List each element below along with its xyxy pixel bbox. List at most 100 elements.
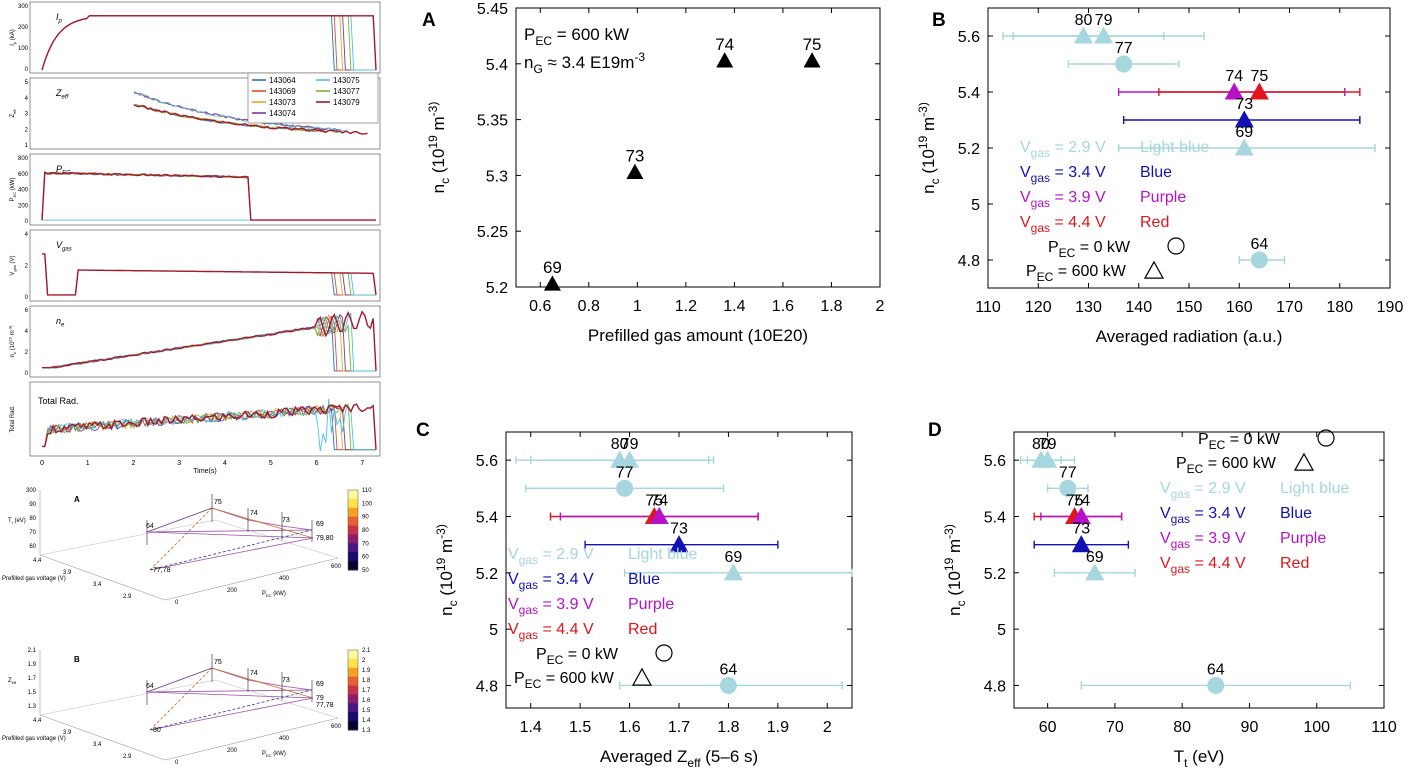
surface-line [149,667,213,731]
legend-triangle-marker [631,667,653,686]
annotation-ng: nG ≈ 3.4 E19m-3 [524,50,645,76]
x-tick: 3.4 [93,742,102,748]
x-tick-label: 1.4 [723,298,745,315]
y-tick: 400 [279,576,290,582]
mini-point-label: 64 [146,523,154,530]
z-tick: 90 [29,502,36,508]
x-tick-label: 80 [1173,719,1191,736]
y-axis-label: nc (1019 m-3) [916,102,942,194]
z-axis-label: Tt (eV) [8,518,26,525]
legend-circle-marker [1167,237,1185,255]
legend-color-name: Purple [628,596,674,613]
colorbar-segment [348,534,358,544]
legend-color-name: Light blue [1280,480,1349,497]
colorbar-tick: 2 [362,658,366,664]
surface-plot-a: A 300 90 80 70 60 Tt (eV) 4.4 3.9 3.4 2.9 Prefilled… [2,488,373,606]
colorbar-segment [348,525,358,535]
data-point [1071,535,1091,553]
colorbar-tick: 1.9 [362,668,371,674]
x-tick-label: 1.4 [520,719,542,736]
point-label: 77 [616,464,634,481]
panel-label: D [928,420,942,441]
data-point [1224,82,1244,100]
colorbar-segment [348,516,358,527]
trace-panel-1: Ip Ip (kA) 0 100 200 300 [10,1,381,74]
surface-line [149,507,213,571]
point-label: 79 [621,436,639,453]
x-tick-label: 1.9 [767,719,789,736]
panel-label: A [422,10,436,31]
legend-triangle-marker [1143,260,1165,279]
y-tick-label: 5.35 [477,113,508,130]
point-label: 75 [645,492,663,509]
point-label: 74 [1072,492,1090,509]
trace-y-tick: 4 [25,232,29,238]
x-tick-label: 0.6 [529,298,551,315]
legend-vgas: Vgas = 2.9 V [1160,480,1246,501]
trace-y-label: Ip (kA) [10,29,17,46]
colorbar-tick: 70 [362,541,369,547]
colorbar-tick: 90 [362,515,369,521]
mini-point-label: 77,78 [316,702,334,709]
mini-point-label: 73 [282,677,290,684]
legend-color-name: Purple [1140,189,1186,206]
point-label: 69 [1086,549,1104,566]
data-point [1071,506,1091,525]
y-tick: 200 [227,588,238,594]
y-tick: 0 [175,760,179,766]
point-label: 73 [670,521,688,538]
mini-point-label: 79,80 [316,535,334,542]
data-point [1094,26,1114,44]
x-tick-label: 1.5 [569,719,591,736]
point-label: 73 [1072,521,1090,538]
plot-frame [515,7,881,288]
y-tick: 0 [175,600,179,606]
legend-circle-marker [1317,429,1335,447]
colorbar-segment [348,561,358,571]
mini-point-label: 69 [316,681,324,688]
legend-vgas: Vgas = 4.4 V [1160,555,1246,576]
x-tick-label: 70 [1106,719,1124,736]
colorbar-segment [348,703,358,713]
point-label: 74 [650,492,668,509]
point-label: 80 [1075,12,1093,29]
trace-legend-item: 143064 [269,76,296,85]
x-axis-label: Averaged Zeff (5–6 s) [600,747,758,768]
mini-panel-label: A [74,495,80,504]
z-tick: 2.1 [28,648,37,654]
colorbar-segment [348,685,358,695]
data-point [803,52,821,68]
mini-point-label: 73 [282,517,290,524]
legend-color-name: Red [1280,555,1309,572]
x-axis-label: Prefilled gas amount (10E20) [588,326,808,345]
mini-point-label: 75 [214,499,222,506]
data-point [723,563,743,581]
colorbar-frame [347,649,359,731]
trace-y-tick: 400 [18,188,29,194]
y-axis [164,717,339,761]
x-tick-label: 110 [975,299,1001,316]
colorbar-tick: 1.8 [362,678,371,684]
trace-y-tick: 600 [18,172,29,178]
data-point [1249,82,1269,100]
point-label: 80 [611,436,629,453]
y-tick: 200 [227,748,238,754]
data-point [616,479,634,497]
y-tick-label: 5.6 [476,453,498,470]
trace-y-tick: 200 [18,203,29,209]
chart-d: D 60 70 80 90 100 110 4.8 5 5.2 5.4 5.6 Tt (eV) nc (1… [928,420,1397,768]
time-axis-label: Time(s) [193,468,216,475]
trace-line [41,171,376,221]
x-tick-label: 1.8 [820,298,842,315]
legend-vgas: Vgas = 3.9 V [1160,530,1246,551]
trace-y-label: ne (1019 m-3) [7,325,16,358]
legend-circle-marker [655,644,673,662]
x-tick: 2.9 [123,754,132,760]
z-axis-label: Zeff [8,678,17,685]
y-tick: 600 [331,724,342,730]
colorbar-segment [348,650,358,660]
surface-line [211,667,314,699]
z-tick: 70 [29,530,36,536]
z-tick: 60 [29,544,36,550]
x-tick-label: 2 [876,298,885,315]
